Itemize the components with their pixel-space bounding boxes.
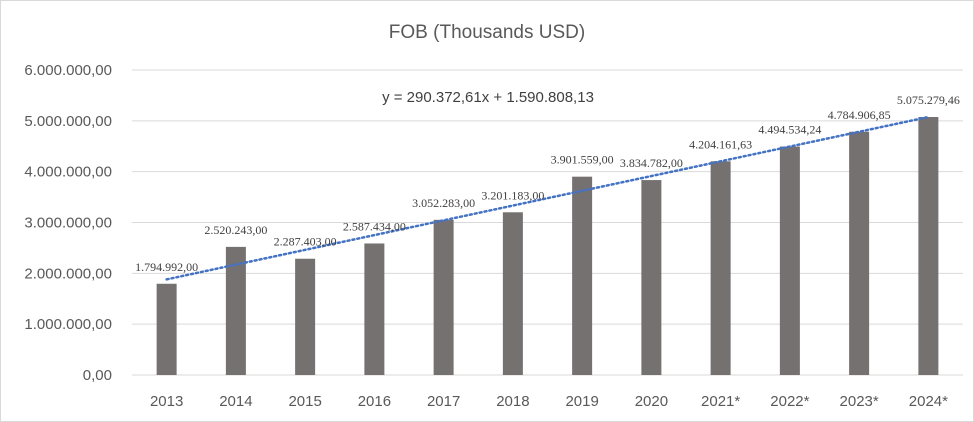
bar bbox=[779, 146, 800, 375]
data-label: 3.901.559,00 bbox=[551, 153, 614, 167]
chart-title: FOB (Thousands USD) bbox=[389, 22, 585, 43]
y-tick-label: 6.000.000,00 bbox=[24, 62, 112, 79]
y-tick-label: 5.000.000,00 bbox=[24, 113, 112, 130]
x-tick-label: 2014 bbox=[219, 393, 252, 410]
data-label: 2.587.434,00 bbox=[343, 219, 406, 233]
x-tick-label: 2021* bbox=[701, 393, 740, 410]
bar bbox=[433, 219, 454, 375]
x-tick-label: 2018 bbox=[496, 393, 529, 410]
y-tick-label: 3.000.000,00 bbox=[24, 215, 112, 232]
x-tick-label: 2017 bbox=[427, 393, 460, 410]
data-label: 4.784.906,85 bbox=[828, 108, 891, 122]
bar bbox=[364, 243, 385, 375]
x-tick-label: 2015 bbox=[288, 393, 321, 410]
data-label: 2.520.243,00 bbox=[204, 223, 267, 237]
x-tick-label: 2016 bbox=[358, 393, 391, 410]
x-tick-label: 2020 bbox=[635, 393, 668, 410]
bar bbox=[918, 117, 939, 376]
bar bbox=[156, 283, 177, 375]
data-label: 2.287.403,00 bbox=[274, 235, 337, 249]
trendline-equation: y = 290.372,61x + 1.590.808,13 bbox=[382, 89, 594, 106]
y-tick-label: 1.000.000,00 bbox=[24, 316, 112, 333]
bar bbox=[225, 246, 246, 375]
data-label: 1.794.992,00 bbox=[135, 260, 198, 274]
x-tick-label: 2024* bbox=[909, 393, 948, 410]
bar bbox=[295, 258, 316, 375]
y-tick-label: 4.000.000,00 bbox=[24, 164, 112, 181]
data-label: 4.204.161,63 bbox=[689, 137, 752, 151]
trendline bbox=[165, 115, 930, 281]
bar bbox=[572, 176, 593, 375]
data-label: 3.201.183,00 bbox=[481, 188, 544, 202]
x-tick-label: 2019 bbox=[565, 393, 598, 410]
data-label: 3.052.283,00 bbox=[412, 196, 475, 210]
bar bbox=[641, 180, 662, 375]
data-label: 3.834.782,00 bbox=[620, 156, 683, 170]
bar bbox=[849, 131, 870, 375]
x-tick-label: 2013 bbox=[150, 393, 183, 410]
data-label: 4.494.534,24 bbox=[758, 123, 821, 137]
bar bbox=[502, 212, 523, 375]
y-tick-label: 2.000.000,00 bbox=[24, 265, 112, 282]
y-tick-label: 0,00 bbox=[83, 367, 112, 384]
data-label: 5.075.279,46 bbox=[897, 93, 960, 107]
x-tick-label: 2023* bbox=[840, 393, 879, 410]
x-tick-label: 2022* bbox=[770, 393, 809, 410]
bar bbox=[710, 161, 731, 375]
